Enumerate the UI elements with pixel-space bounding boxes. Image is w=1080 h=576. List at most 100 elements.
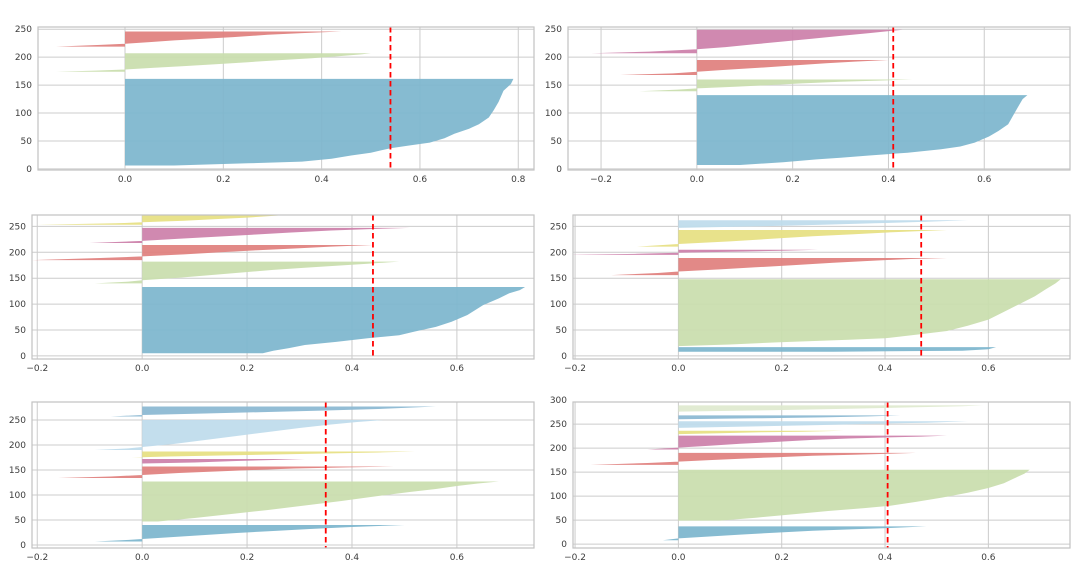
y-tick-label: 50: [551, 137, 563, 147]
x-tick-label: −0.2: [564, 553, 586, 563]
subplot-n7: Silhouette Plot with n=7 Cluster −0.20.0…: [0, 384, 540, 576]
x-tick-label: 0.0: [690, 175, 705, 185]
cluster-4-silhouette-fill: [131, 451, 415, 458]
y-tick-label: 150: [9, 466, 26, 476]
cluster-1-silhouette-fill: [678, 469, 1030, 521]
cluster-6-silhouette-fill: [110, 406, 436, 417]
cluster-6-silhouette-fill: [678, 415, 901, 420]
axes-spines: [37, 26, 535, 171]
y-tick-label: 0: [561, 352, 567, 362]
y-tick-label: 150: [550, 274, 567, 284]
cluster-0-silhouette-fill: [678, 347, 997, 352]
cluster-4-silhouette-fill: [37, 215, 279, 225]
y-tick-label: 100: [550, 300, 567, 310]
y-tick-label: 150: [545, 81, 562, 91]
y-tick-label: 250: [545, 25, 562, 35]
axes-spines: [572, 214, 1071, 360]
x-tick-label: −0.2: [26, 364, 48, 374]
x-tick-label: 0.4: [345, 364, 360, 374]
cluster-0-silhouette-fill: [125, 78, 514, 166]
plot-canvas-n7: −0.2 0.0 0.2 0.4 0.6 0 50 100 150 200 250: [0, 384, 540, 576]
y-tick-label: 200: [15, 53, 32, 63]
cluster-2-silhouette-fill: [611, 258, 947, 276]
x-tick-label: 0.2: [216, 175, 230, 185]
x-tick-label: 0.6: [981, 364, 996, 374]
y-tick-label: 50: [15, 516, 27, 526]
y-tick-label: 150: [9, 274, 26, 284]
cluster-0-silhouette-fill: [94, 525, 405, 542]
y-tick-label: 0: [561, 540, 567, 550]
cluster-1-silhouette-fill: [639, 79, 913, 92]
cluster-2-silhouette-fill: [32, 245, 373, 261]
y-tick-label: 150: [15, 81, 32, 91]
y-tick-label: 150: [550, 468, 567, 478]
x-tick-label: 0.4: [314, 175, 329, 185]
x-tick-label: 0.4: [878, 553, 893, 563]
axes-spines: [572, 401, 1071, 549]
y-tick-label: 0: [20, 541, 26, 551]
x-tick-label: 0.8: [511, 175, 526, 185]
x-tick-label: −0.2: [590, 175, 612, 185]
cluster-0-silhouette-fill: [696, 95, 1028, 165]
cluster-2-silhouette-fill: [590, 452, 916, 465]
x-tick-label: 0.4: [345, 553, 360, 563]
plot-canvas-n4: −0.2 0.0 0.2 0.4 0.6 0 50 100 150 200 250: [540, 0, 1080, 192]
subplot-n8: Silhouette Plot with n=8 Cluster −0.20.0…: [540, 384, 1080, 576]
y-tick-label: 250: [550, 420, 567, 430]
subplot-n5: Silhouette Plot with n=5 Cluster −0.20.0…: [0, 192, 540, 384]
x-tick-label: 0.0: [671, 364, 686, 374]
plot-canvas-n8: −0.2 0.0 0.2 0.4 0.6 0 50 100 150 200 250 300: [540, 384, 1080, 576]
y-tick-label: 200: [9, 441, 26, 451]
x-tick-label: 0.0: [135, 364, 150, 374]
plot-background: [0, 384, 540, 576]
subplot-n3: Silhouette Plot with n=3 Cluster 0.00.20…: [0, 0, 540, 192]
y-tick-label: 200: [550, 444, 567, 454]
cluster-2-silhouette-fill: [56, 31, 342, 47]
cluster-2-silhouette-fill: [620, 60, 889, 75]
cluster-4-silhouette-fill: [637, 230, 947, 247]
axes-spines: [31, 401, 535, 549]
y-tick-label: 100: [545, 109, 562, 119]
y-tick-label: 300: [550, 396, 567, 406]
x-tick-label: 0.0: [118, 175, 133, 185]
x-tick-label: 0.6: [413, 175, 428, 185]
x-tick-label: 0.2: [240, 553, 254, 563]
cluster-5-silhouette-fill: [678, 220, 968, 228]
x-tick-label: 0.2: [775, 553, 789, 563]
cluster-3-silhouette-fill: [647, 435, 947, 450]
y-tick-label: 50: [21, 137, 33, 147]
x-tick-label: 0.6: [450, 364, 465, 374]
y-tick-label: 100: [15, 109, 32, 119]
cluster-5-silhouette-fill: [678, 421, 968, 428]
plot-canvas-n6: −0.2 0.0 0.2 0.4 0.6 0 50 100 150 200 250: [540, 192, 1080, 384]
cluster-1-silhouette-fill: [94, 261, 400, 284]
y-tick-label: 100: [550, 492, 567, 502]
y-tick-label: 0: [556, 165, 562, 175]
x-tick-label: 0.2: [240, 364, 254, 374]
cluster-7-silhouette-fill: [678, 405, 984, 412]
y-tick-label: 250: [550, 222, 567, 232]
y-tick-label: 250: [9, 222, 26, 232]
cluster-3-silhouette-fill: [142, 459, 305, 464]
y-tick-label: 200: [550, 248, 567, 258]
cluster-0-silhouette-fill: [662, 526, 927, 541]
cluster-2-silhouette-fill: [58, 466, 394, 478]
plot-canvas-n3: 0.0 0.2 0.4 0.6 0.8 0 50 100 150 200 250: [0, 0, 540, 192]
cluster-5-silhouette-fill: [94, 420, 384, 450]
x-tick-label: 0.0: [671, 553, 686, 563]
y-tick-label: 50: [15, 326, 27, 336]
x-tick-label: 0.0: [135, 553, 150, 563]
y-tick-label: 200: [9, 248, 26, 258]
x-tick-label: 0.6: [981, 553, 996, 563]
y-tick-label: 200: [545, 53, 562, 63]
plot-canvas-n5: −0.2 0.0 0.2 0.4 0.6 0 50 100 150 200 250: [0, 192, 540, 384]
y-tick-label: 50: [556, 326, 568, 336]
cluster-1-silhouette-fill: [678, 279, 1061, 347]
cluster-3-silhouette-fill: [591, 29, 903, 54]
y-tick-label: 0: [20, 352, 26, 362]
x-tick-label: 0.2: [785, 175, 799, 185]
cluster-4-silhouette-fill: [673, 430, 844, 435]
axes-spines: [567, 26, 1071, 171]
x-tick-label: 0.4: [878, 364, 893, 374]
x-tick-label: 0.6: [977, 175, 992, 185]
